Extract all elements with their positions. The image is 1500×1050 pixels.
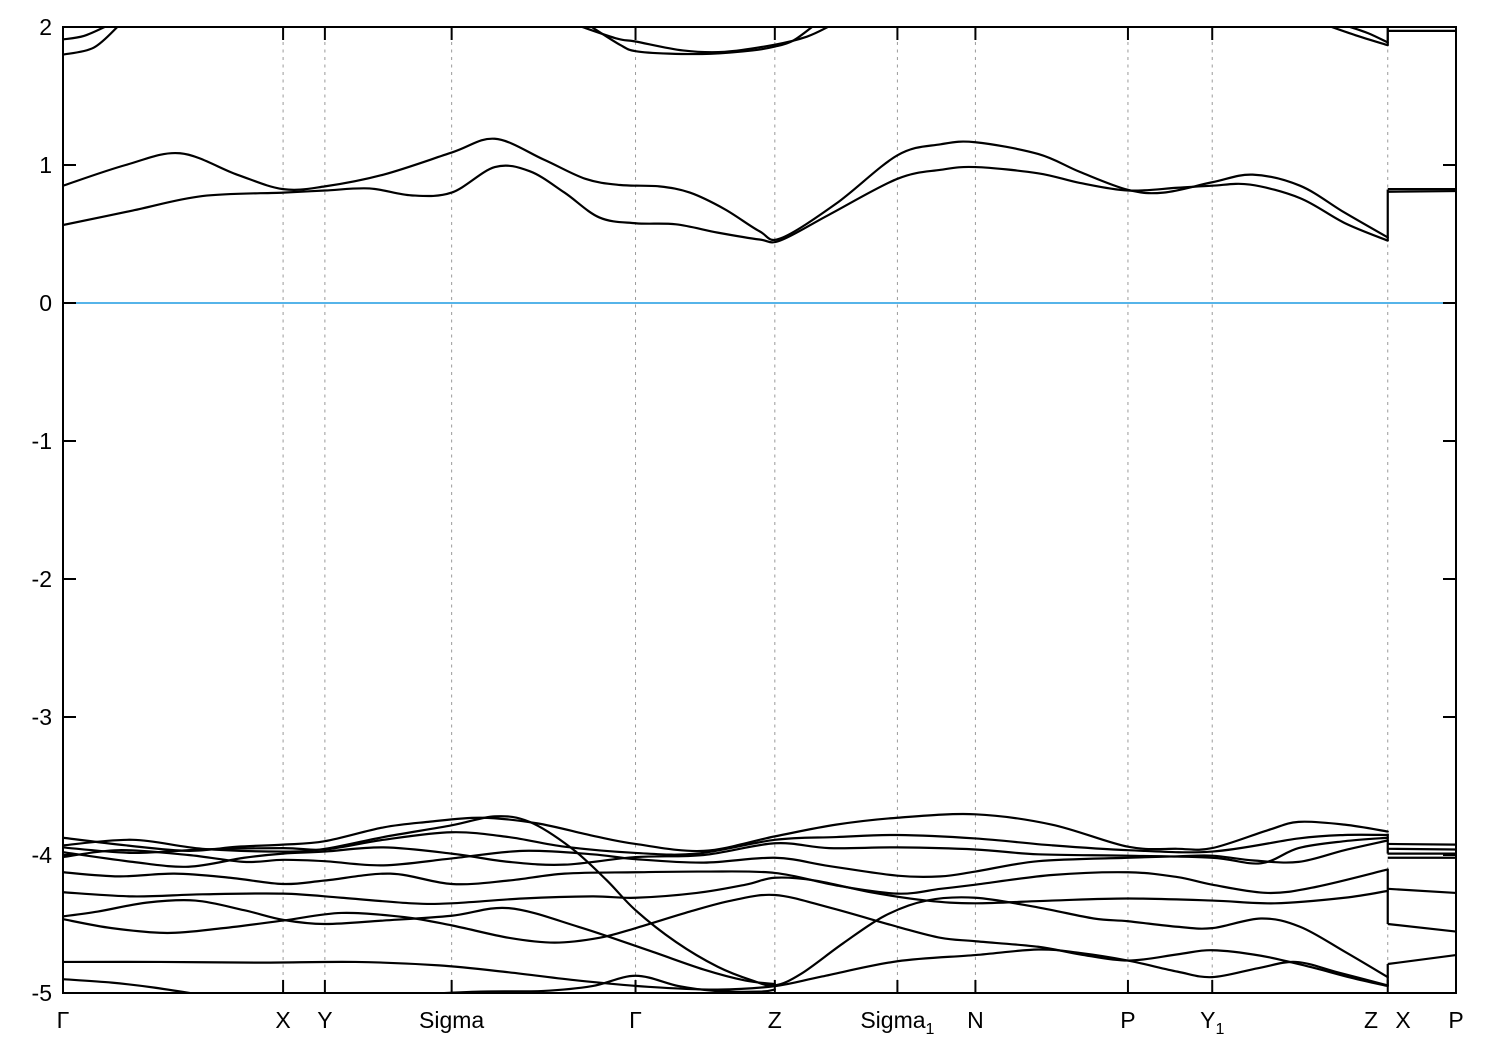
valence-gamma2-bump-band-line — [424, 974, 776, 993]
valence-2-band-line — [63, 831, 1389, 856]
y-tick-label: -5 — [32, 980, 52, 1006]
x-tick-label-subscript: 1 — [926, 1021, 935, 1038]
valence-1-band-line — [63, 812, 1389, 853]
x-tick-label: X — [1395, 1007, 1410, 1033]
y-tick-label: -3 — [32, 704, 52, 730]
valence-3-band-line — [63, 836, 1389, 868]
y-tick-label: 0 — [39, 290, 52, 316]
x-tick-label: P — [1120, 1007, 1135, 1033]
top-mid-1-band-line — [579, 27, 831, 54]
conduction-1-band-line — [63, 137, 1389, 242]
x-tick-label: Y — [317, 1007, 332, 1033]
y-tick-label: 1 — [39, 152, 52, 178]
x-tick-label: Sigma — [419, 1007, 484, 1033]
flat-conduction-2-band-segment — [1387, 189, 1456, 193]
top-left-2-band-line — [63, 27, 119, 56]
x-tick-label: Z — [1364, 1007, 1378, 1033]
valence-8-band-line — [63, 893, 1389, 988]
valence-11-band-line — [63, 978, 197, 993]
bands-layer — [63, 27, 1456, 993]
y-tick-label: -2 — [32, 566, 52, 592]
x-tick-label: Y1 — [1200, 1007, 1224, 1038]
flat-valence-1-band-segment — [1387, 842, 1456, 846]
y-tick-label: -4 — [32, 842, 53, 868]
valence-9-band-line — [63, 948, 1389, 991]
flat-valence-5-band-segment — [1387, 887, 1456, 895]
x-tick-label: Z — [768, 1007, 782, 1033]
axes-frame-layer — [62, 26, 1457, 994]
x-tick-label: Sigma1 — [860, 1007, 934, 1038]
valence-4-band-line — [63, 839, 1389, 879]
y-tick-label: -1 — [32, 428, 52, 454]
y-tick-label: 2 — [39, 14, 52, 40]
x-tick-label: N — [967, 1007, 984, 1033]
x-tick-label-subscript: 1 — [1215, 1021, 1224, 1038]
flat-valence-6-band-segment — [1387, 922, 1456, 933]
plot-border — [62, 26, 1457, 994]
top-left-1-band-line — [63, 27, 108, 41]
x-tick-label: X — [275, 1007, 290, 1033]
valence-7-band-line — [63, 898, 776, 986]
x-tick-label: Γ — [57, 1007, 70, 1033]
valence-5-band-line — [63, 868, 1389, 895]
x-tick-label: P — [1448, 1007, 1463, 1033]
axis-labels-layer: 210-1-2-3-4-5Γ X Y Sigma Γ Z Sigma1 N P Y1 Z X P — [32, 14, 1464, 1038]
top-mid-2-band-line — [589, 27, 814, 56]
flat-valence-7-band-segment — [1387, 953, 1456, 966]
valence-6-band-line — [63, 876, 1389, 906]
flat-valence-2-band-segment — [1387, 847, 1456, 851]
conduction-2-band-line — [63, 164, 1389, 244]
x-tick-label: Γ — [629, 1007, 642, 1033]
valence-10-band-line — [63, 815, 1389, 987]
gridlines-layer — [282, 27, 1389, 993]
